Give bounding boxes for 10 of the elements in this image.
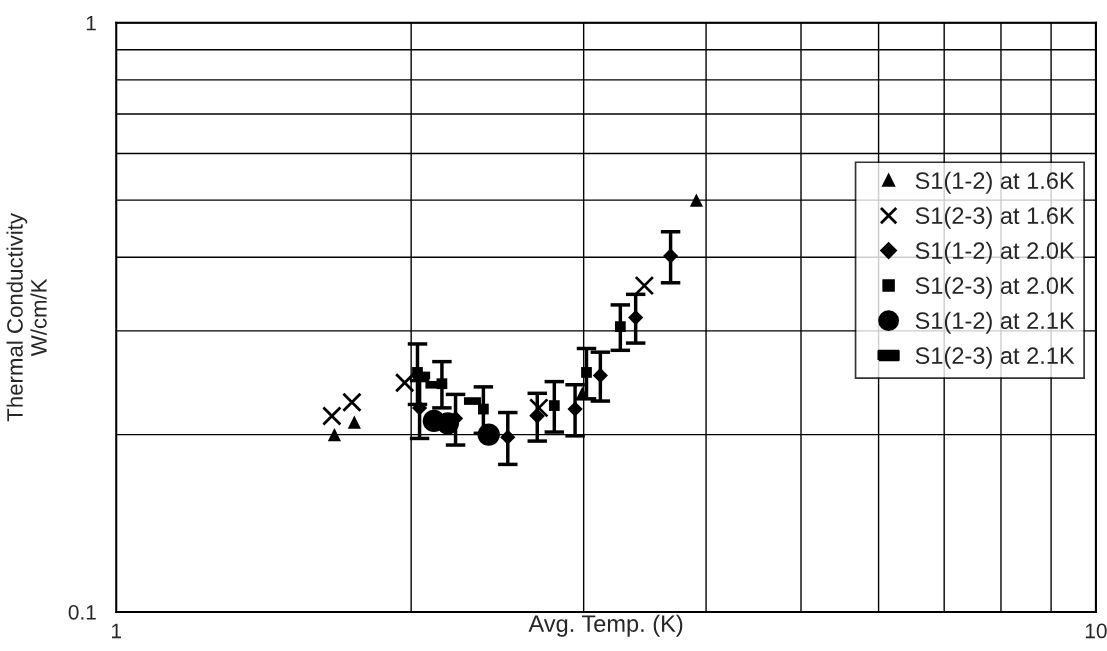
legend-label: S1(2-3) at 2.1K <box>915 346 1075 369</box>
legend-label: S1(2-3) at 2.0K <box>915 276 1075 299</box>
x-tick-label: 10 <box>1085 623 1107 639</box>
y-axis-title: Thermal Conductivity W/cm/K <box>6 213 47 422</box>
legend-label: S1(2-3) at 1.6K <box>915 206 1075 229</box>
legend-label: S1(1-2) at 2.1K <box>915 311 1075 334</box>
legend-label: S1(1-2) at 2.0K <box>915 241 1075 264</box>
x-axis-title: Avg. Temp. (K) <box>528 614 683 637</box>
legend-label: S1(1-2) at 1.6K <box>915 171 1075 194</box>
y-tick-label: 0.1 <box>68 604 96 620</box>
